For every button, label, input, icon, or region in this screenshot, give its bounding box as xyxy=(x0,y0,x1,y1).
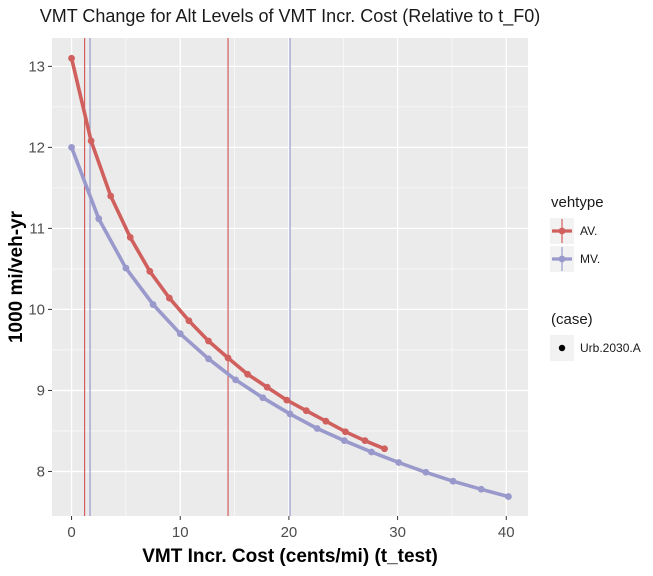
data-point-mv xyxy=(313,425,321,432)
data-point-mv xyxy=(122,264,130,272)
data-point-mv xyxy=(286,410,294,418)
legend-items: AV. MV. Urb.2030.A xyxy=(550,218,641,361)
y-axis-title: 1000 mi/veh-yr xyxy=(6,210,27,343)
y-tick-label: 9 xyxy=(37,382,45,399)
data-point-av xyxy=(68,54,75,62)
data-point-av xyxy=(361,437,369,445)
legend: vehtype (case) AV. MV. Urb.2030.A xyxy=(550,194,641,361)
data-point-mv xyxy=(449,477,457,485)
data-point-av xyxy=(342,428,349,436)
legend-title: vehtype xyxy=(551,194,604,211)
x-tick-label: 0 xyxy=(67,524,75,541)
data-point-mv xyxy=(368,448,375,456)
legend-label-mv: MV. xyxy=(580,252,600,266)
data-point-av xyxy=(146,267,154,275)
data-point-mv xyxy=(149,301,157,308)
data-point-av xyxy=(381,445,388,453)
x-axis-title: VMT Incr. Cost (cents/mi) (t_test) xyxy=(142,546,438,567)
data-point-mv xyxy=(95,215,103,223)
data-point-av xyxy=(126,233,134,241)
y-tick-label: 13 xyxy=(28,58,45,75)
data-point-av xyxy=(263,383,271,391)
chart-title: VMT Change for Alt Levels of VMT Incr. C… xyxy=(40,6,541,27)
data-point-av xyxy=(165,294,173,302)
data-point-mv xyxy=(340,437,348,445)
legend-shape-label: Urb.2030.A xyxy=(580,341,641,355)
legend-shape-title: (case) xyxy=(551,311,593,328)
data-point-mv xyxy=(232,376,240,384)
axis-ticks: 0 10 20 30 40 8 9 10 11 12 13 xyxy=(28,58,514,541)
legend-label-av: AV. xyxy=(580,224,597,238)
data-point-av xyxy=(283,396,291,404)
y-tick-label: 11 xyxy=(29,220,45,237)
series-layer xyxy=(68,54,512,500)
data-point-mv xyxy=(176,330,184,338)
data-point-mv xyxy=(477,485,485,493)
data-point-av xyxy=(185,317,193,325)
data-point-av xyxy=(322,417,330,425)
data-point-mv xyxy=(259,394,267,402)
x-tick-label: 20 xyxy=(281,524,298,541)
legend-shape-key-point xyxy=(558,344,566,352)
y-tick-label: 12 xyxy=(28,139,45,156)
x-tick-label: 10 xyxy=(172,524,189,541)
data-point-av xyxy=(224,354,232,362)
x-tick-label: 40 xyxy=(498,524,515,541)
x-tick-label: 30 xyxy=(389,524,406,541)
data-point-mv xyxy=(505,493,512,500)
data-point-mv xyxy=(395,459,403,466)
data-point-av xyxy=(87,137,95,145)
data-point-mv xyxy=(68,143,75,151)
data-point-av xyxy=(205,337,212,345)
data-point-mv xyxy=(205,355,212,363)
data-point-mv xyxy=(422,468,430,476)
legend-key-point xyxy=(558,255,566,263)
y-tick-label: 10 xyxy=(28,301,45,318)
data-point-av xyxy=(107,192,115,200)
data-point-av xyxy=(244,370,252,378)
data-point-av xyxy=(302,407,310,415)
legend-key-point xyxy=(558,227,566,235)
y-tick-label: 8 xyxy=(37,463,45,480)
